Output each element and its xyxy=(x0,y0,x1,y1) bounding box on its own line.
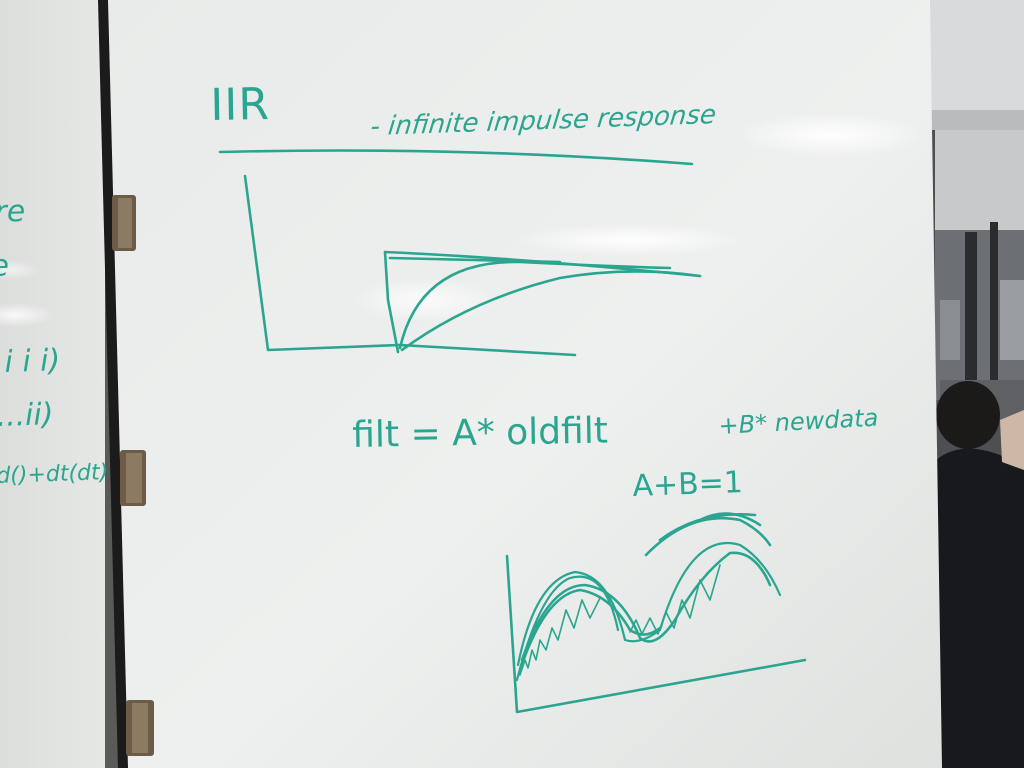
person-body xyxy=(936,448,1024,768)
filtered-signal-sketch xyxy=(505,512,807,714)
room-background xyxy=(925,0,1024,768)
left-whiteboard xyxy=(0,0,130,768)
impulse-response-sketch xyxy=(243,174,702,357)
left-board-text-1: re xyxy=(0,193,26,230)
title-text: IIR xyxy=(209,78,271,131)
left-board-text-5: d()+dt(dt) xyxy=(0,460,109,489)
board-frame xyxy=(98,0,130,768)
formula-main-text: filt = A* oldfilt xyxy=(351,410,609,456)
left-board-text-3: i i i) xyxy=(3,343,61,380)
constraint-text: A+B=1 xyxy=(631,465,744,504)
left-board-text-4: ...ii) xyxy=(0,397,55,434)
graph2-axes xyxy=(505,554,807,714)
graph1-axes xyxy=(243,174,402,352)
person-head xyxy=(936,381,1000,449)
title-underline xyxy=(218,149,694,166)
left-board-text-2: e xyxy=(0,248,10,284)
hinges xyxy=(112,195,154,756)
